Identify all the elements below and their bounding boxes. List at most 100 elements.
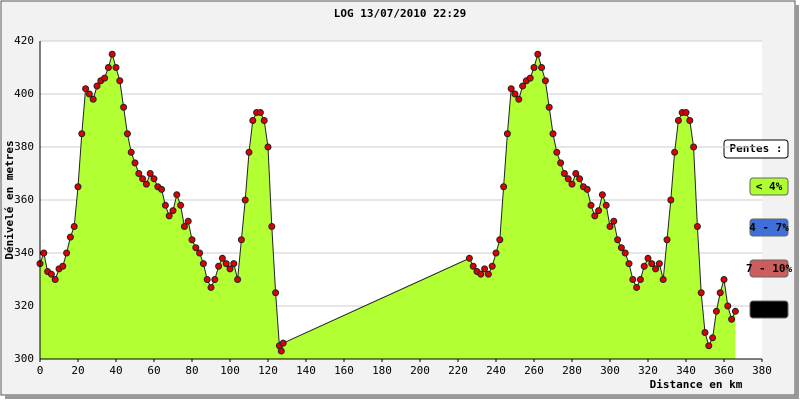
point: [180, 223, 188, 230]
point: [116, 77, 124, 85]
point: [40, 249, 48, 257]
point: [249, 117, 257, 124]
point: [568, 180, 576, 188]
shadow: [5, 395, 799, 399]
x-tick-label: 280: [562, 364, 582, 377]
point: [515, 95, 523, 103]
point: [488, 262, 496, 270]
point: [481, 265, 489, 273]
point: [173, 191, 181, 199]
y-tick-label: 340: [14, 246, 34, 259]
point: [538, 64, 546, 71]
point: [530, 64, 538, 71]
point: [716, 289, 724, 297]
point: [215, 262, 223, 270]
legend-label: 4 - 7%: [749, 221, 789, 234]
point: [553, 148, 561, 156]
point: [587, 201, 595, 209]
x-tick-label: 20: [71, 364, 84, 377]
point: [545, 103, 553, 111]
point: [222, 260, 230, 268]
point: [268, 223, 276, 230]
x-tick-label: 0: [37, 364, 44, 377]
y-tick-label: 360: [14, 193, 34, 206]
point: [104, 64, 112, 71]
point: [526, 74, 534, 82]
point: [484, 270, 492, 278]
point: [165, 212, 173, 220]
x-tick-label: 340: [676, 364, 696, 377]
y-tick-label: 320: [14, 299, 34, 312]
point: [564, 175, 572, 183]
point: [674, 117, 682, 124]
legend-swatch: [749, 259, 789, 278]
x-tick-label: 160: [334, 364, 354, 377]
point: [192, 244, 200, 252]
point: [256, 109, 264, 117]
point: [260, 117, 268, 124]
point: [693, 223, 701, 230]
point: [135, 170, 143, 177]
y-tick-label: 420: [14, 34, 34, 47]
point: [82, 85, 90, 93]
point: [606, 223, 614, 230]
point: [123, 130, 131, 138]
point: [196, 249, 204, 257]
point: [583, 185, 591, 193]
legend-label: 7 - 10%: [746, 262, 793, 275]
point: [234, 276, 242, 283]
point: [576, 175, 584, 183]
point: [245, 148, 253, 156]
point: [108, 50, 116, 58]
legend-swatch: [749, 300, 789, 319]
legend-label: < 4%: [756, 180, 783, 193]
point: [648, 260, 656, 268]
legend-label: > 10%: [752, 303, 785, 316]
point: [465, 254, 473, 262]
point: [507, 85, 515, 93]
point: [724, 302, 732, 310]
point: [549, 130, 557, 138]
point: [560, 170, 568, 177]
point: [595, 207, 603, 215]
point: [728, 315, 736, 323]
point: [610, 217, 618, 225]
point: [697, 289, 705, 297]
point: [51, 276, 59, 283]
point: [686, 117, 694, 124]
point: [701, 329, 709, 336]
x-tick-label: 220: [448, 364, 468, 377]
point: [690, 143, 698, 151]
point: [663, 236, 671, 244]
point: [617, 244, 625, 252]
point: [602, 201, 610, 209]
point: [74, 183, 82, 191]
point: [207, 283, 215, 291]
point: [621, 249, 629, 257]
point: [705, 342, 713, 350]
point: [671, 148, 679, 156]
point: [127, 148, 135, 156]
point: [264, 143, 272, 151]
point: [534, 50, 542, 58]
point: [70, 223, 78, 230]
x-tick-label: 360: [714, 364, 734, 377]
x-tick-label: 120: [258, 364, 278, 377]
x-tick-label: 300: [600, 364, 620, 377]
point: [720, 276, 728, 283]
point: [519, 82, 527, 90]
point: [161, 201, 169, 209]
point: [139, 175, 147, 183]
x-tick-label: 320: [638, 364, 658, 377]
point: [652, 265, 660, 273]
x-tick-label: 180: [372, 364, 392, 377]
x-axis-label: Distance en km: [650, 378, 743, 391]
point: [230, 260, 238, 268]
point: [211, 276, 219, 283]
x-tick-label: 240: [486, 364, 506, 377]
point: [496, 236, 504, 244]
point: [47, 270, 55, 278]
point: [226, 265, 234, 273]
y-tick-label: 300: [14, 352, 34, 365]
